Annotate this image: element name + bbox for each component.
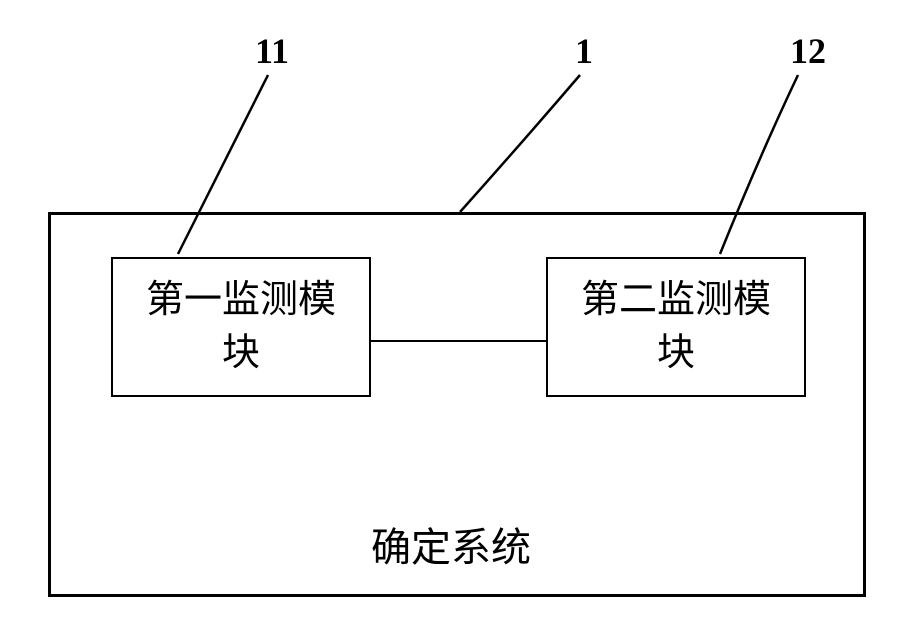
module-2-line1: 第二监测模 bbox=[581, 279, 771, 321]
module-1-line1: 第一监测模 bbox=[146, 279, 336, 321]
module-1-box: 第一监测模 块 bbox=[111, 257, 371, 397]
diagram-container: 11 1 12 第一监测模 块 第二监测模 块 确定系统 bbox=[0, 0, 913, 634]
callout-label-1: 1 bbox=[575, 30, 593, 72]
system-outer-box: 第一监测模 块 第二监测模 块 确定系统 bbox=[48, 212, 866, 597]
module-2-text: 第二监测模 块 bbox=[581, 274, 771, 380]
callout-label-12: 12 bbox=[790, 30, 826, 72]
module-2-box: 第二监测模 块 bbox=[546, 257, 806, 397]
module-connector bbox=[371, 340, 546, 342]
module-2-line2: 块 bbox=[657, 332, 695, 374]
callout-label-11: 11 bbox=[255, 30, 289, 72]
module-1-text: 第一监测模 块 bbox=[146, 274, 336, 380]
module-1-line2: 块 bbox=[222, 332, 260, 374]
system-title: 确定系统 bbox=[371, 515, 531, 573]
callout-line-1 bbox=[460, 75, 580, 212]
